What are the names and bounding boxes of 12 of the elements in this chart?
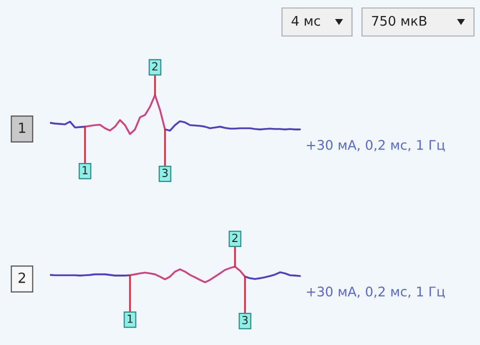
text: 1 <box>82 166 88 174</box>
text: 3 <box>242 316 248 324</box>
text: 1 <box>128 314 133 323</box>
text: 3 <box>162 168 168 178</box>
text: 4 мс <box>292 16 320 26</box>
text: 1 <box>19 122 26 133</box>
text: 2 <box>232 234 238 242</box>
chart-title: 2 <box>18 272 26 283</box>
text: +30 мА, 0,2 мс, 1 Гц <box>306 140 445 152</box>
text: +30 мА, 0,2 мс, 1 Гц <box>306 286 445 298</box>
text: 750 мкВ <box>372 16 426 26</box>
text: 2 <box>152 62 158 70</box>
